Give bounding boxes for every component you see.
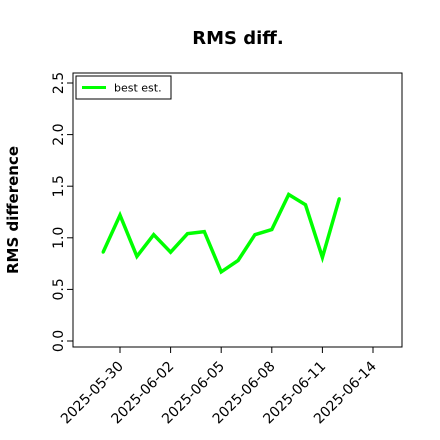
data-point xyxy=(135,254,139,258)
legend-label-best-est: best est. xyxy=(114,82,162,95)
y-tick-label: 1.0 xyxy=(51,227,67,249)
plot-frame xyxy=(72,72,403,348)
y-tick-label: 0.5 xyxy=(51,278,67,300)
x-axis: 2025-05-302025-06-022025-06-052025-06-08… xyxy=(58,347,380,427)
series-layer xyxy=(101,191,341,275)
data-point xyxy=(101,250,105,254)
y-tick-label: 2.0 xyxy=(51,123,67,145)
data-point xyxy=(152,233,156,237)
data-point xyxy=(253,233,257,237)
data-point xyxy=(186,232,189,236)
legend-box xyxy=(75,75,172,100)
data-point xyxy=(270,228,274,231)
y-tick-label: 1.5 xyxy=(51,175,67,197)
y-axis-label: RMS difference xyxy=(4,146,22,274)
data-point xyxy=(304,203,307,207)
data-point xyxy=(118,213,122,217)
data-point xyxy=(287,193,291,196)
data-point xyxy=(236,259,240,262)
legend: best est. xyxy=(75,75,172,100)
chart-title: RMS diff. xyxy=(192,28,283,49)
data-point xyxy=(169,250,173,254)
y-axis: 0.0 0.5 1.0 1.5 2.0 2.5 xyxy=(51,72,73,352)
data-point xyxy=(219,270,223,274)
series-line-best-est xyxy=(101,191,341,275)
y-tick-label: 2.5 xyxy=(51,72,67,94)
data-point xyxy=(337,197,341,201)
data-point xyxy=(320,255,324,259)
data-point xyxy=(202,230,206,234)
y-tick-label: 0.0 xyxy=(51,330,67,352)
